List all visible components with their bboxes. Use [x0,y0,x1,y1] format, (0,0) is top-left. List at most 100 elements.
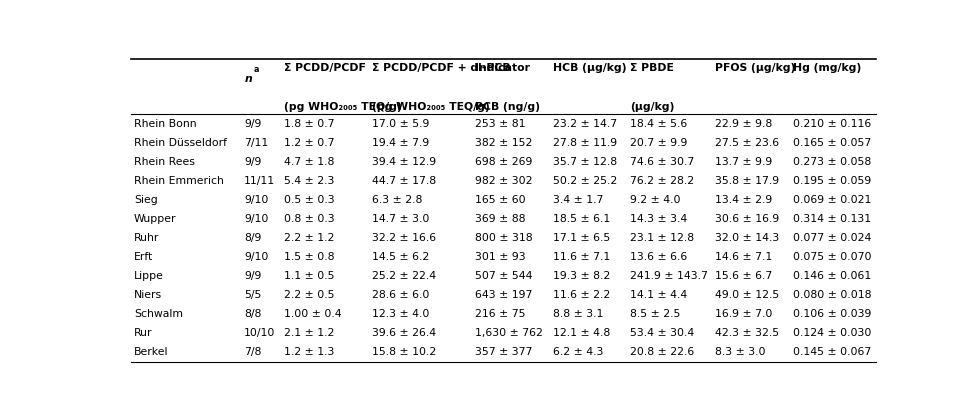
Text: 253 ± 81: 253 ± 81 [475,119,526,129]
Text: 1.8 ± 0.7: 1.8 ± 0.7 [285,119,335,129]
Text: 28.6 ± 6.0: 28.6 ± 6.0 [372,290,430,300]
Text: 8/9: 8/9 [244,233,261,243]
Text: Sieg: Sieg [134,195,158,205]
Text: 30.6 ± 16.9: 30.6 ± 16.9 [715,214,779,224]
Text: 0.077 ± 0.024: 0.077 ± 0.024 [793,233,871,243]
Text: 5/5: 5/5 [244,290,261,300]
Text: 39.4 ± 12.9: 39.4 ± 12.9 [372,157,437,167]
Text: 25.2 ± 22.4: 25.2 ± 22.4 [372,271,437,281]
Text: 369 ± 88: 369 ± 88 [475,214,526,224]
Text: Erft: Erft [134,252,153,262]
Text: Rur: Rur [134,328,152,338]
Text: 10/10: 10/10 [244,328,276,338]
Text: 74.6 ± 30.7: 74.6 ± 30.7 [630,157,694,167]
Text: 14.1 ± 4.4: 14.1 ± 4.4 [630,290,687,300]
Text: 1.1 ± 0.5: 1.1 ± 0.5 [285,271,335,281]
Text: 0.314 ± 0.131: 0.314 ± 0.131 [793,214,871,224]
Text: 44.7 ± 17.8: 44.7 ± 17.8 [372,176,437,186]
Text: 1.2 ± 1.3: 1.2 ± 1.3 [285,347,334,357]
Text: (μg/kg): (μg/kg) [630,102,675,112]
Text: 14.7 ± 3.0: 14.7 ± 3.0 [372,214,430,224]
Text: 0.145 ± 0.067: 0.145 ± 0.067 [793,347,871,357]
Text: 27.5 ± 23.6: 27.5 ± 23.6 [715,138,779,148]
Text: 1.2 ± 0.7: 1.2 ± 0.7 [285,138,335,148]
Text: a: a [254,65,259,74]
Text: 643 ± 197: 643 ± 197 [475,290,532,300]
Text: 23.1 ± 12.8: 23.1 ± 12.8 [630,233,694,243]
Text: 32.0 ± 14.3: 32.0 ± 14.3 [715,233,779,243]
Text: 382 ± 152: 382 ± 152 [475,138,532,148]
Text: 982 ± 302: 982 ± 302 [475,176,532,186]
Text: 12.1 ± 4.8: 12.1 ± 4.8 [553,328,610,338]
Text: Berkel: Berkel [134,347,169,357]
Text: 18.4 ± 5.6: 18.4 ± 5.6 [630,119,687,129]
Text: 13.4 ± 2.9: 13.4 ± 2.9 [715,195,772,205]
Text: 76.2 ± 28.2: 76.2 ± 28.2 [630,176,694,186]
Text: 8.3 ± 3.0: 8.3 ± 3.0 [715,347,765,357]
Text: 13.6 ± 6.6: 13.6 ± 6.6 [630,252,687,262]
Text: 0.165 ± 0.057: 0.165 ± 0.057 [793,138,871,148]
Text: 7/8: 7/8 [244,347,261,357]
Text: HCB (μg/kg): HCB (μg/kg) [553,63,626,73]
Text: 16.9 ± 7.0: 16.9 ± 7.0 [715,309,772,319]
Text: 20.8 ± 22.6: 20.8 ± 22.6 [630,347,694,357]
Text: 1.5 ± 0.8: 1.5 ± 0.8 [285,252,335,262]
Text: Ruhr: Ruhr [134,233,159,243]
Text: Rhein Bonn: Rhein Bonn [134,119,197,129]
Text: Hg (mg/kg): Hg (mg/kg) [793,63,861,73]
Text: 1.00 ± 0.4: 1.00 ± 0.4 [285,309,342,319]
Text: 20.7 ± 9.9: 20.7 ± 9.9 [630,138,687,148]
Text: 6.3 ± 2.8: 6.3 ± 2.8 [372,195,423,205]
Text: Niers: Niers [134,290,162,300]
Text: 0.210 ± 0.116: 0.210 ± 0.116 [793,119,871,129]
Text: 17.1 ± 6.5: 17.1 ± 6.5 [553,233,610,243]
Text: 0.5 ± 0.3: 0.5 ± 0.3 [285,195,335,205]
Text: Rhein Emmerich: Rhein Emmerich [134,176,224,186]
Text: 11.6 ± 2.2: 11.6 ± 2.2 [553,290,610,300]
Text: 49.0 ± 12.5: 49.0 ± 12.5 [715,290,779,300]
Text: Rhein Rees: Rhein Rees [134,157,195,167]
Text: 35.7 ± 12.8: 35.7 ± 12.8 [553,157,617,167]
Text: 23.2 ± 14.7: 23.2 ± 14.7 [553,119,617,129]
Text: 0.8 ± 0.3: 0.8 ± 0.3 [285,214,335,224]
Text: Σ PBDE: Σ PBDE [630,63,674,73]
Text: 17.0 ± 5.9: 17.0 ± 5.9 [372,119,430,129]
Text: 53.4 ± 30.4: 53.4 ± 30.4 [630,328,694,338]
Text: 0.146 ± 0.061: 0.146 ± 0.061 [793,271,871,281]
Text: 27.8 ± 11.9: 27.8 ± 11.9 [553,138,617,148]
Text: Indicator: Indicator [475,63,530,73]
Text: 19.4 ± 7.9: 19.4 ± 7.9 [372,138,430,148]
Text: 14.3 ± 3.4: 14.3 ± 3.4 [630,214,687,224]
Text: Lippe: Lippe [134,271,164,281]
Text: 18.5 ± 6.1: 18.5 ± 6.1 [553,214,610,224]
Text: 4.7 ± 1.8: 4.7 ± 1.8 [285,157,334,167]
Text: 35.8 ± 17.9: 35.8 ± 17.9 [715,176,779,186]
Text: 15.8 ± 10.2: 15.8 ± 10.2 [372,347,437,357]
Text: 32.2 ± 16.6: 32.2 ± 16.6 [372,233,437,243]
Text: 11.6 ± 7.1: 11.6 ± 7.1 [553,252,610,262]
Text: 2.2 ± 1.2: 2.2 ± 1.2 [285,233,334,243]
Text: 15.6 ± 6.7: 15.6 ± 6.7 [715,271,772,281]
Text: 9/10: 9/10 [244,214,268,224]
Text: 2.1 ± 1.2: 2.1 ± 1.2 [285,328,334,338]
Text: 14.5 ± 6.2: 14.5 ± 6.2 [372,252,430,262]
Text: 7/11: 7/11 [244,138,268,148]
Text: PFOS (μg/kg): PFOS (μg/kg) [715,63,796,73]
Text: 12.3 ± 4.0: 12.3 ± 4.0 [372,309,430,319]
Text: Σ PCDD/PCDF: Σ PCDD/PCDF [285,63,367,73]
Text: (pg WHO₂₀₀₅ TEQ/g): (pg WHO₂₀₀₅ TEQ/g) [285,102,403,112]
Text: 0.069 ± 0.021: 0.069 ± 0.021 [793,195,871,205]
Text: 800 ± 318: 800 ± 318 [475,233,532,243]
Text: 8.5 ± 2.5: 8.5 ± 2.5 [630,309,681,319]
Text: 9/10: 9/10 [244,252,268,262]
Text: 39.6 ± 26.4: 39.6 ± 26.4 [372,328,437,338]
Text: PCB (ng/g): PCB (ng/g) [475,102,540,112]
Text: 9/9: 9/9 [244,157,261,167]
Text: 2.2 ± 0.5: 2.2 ± 0.5 [285,290,335,300]
Text: 11/11: 11/11 [244,176,275,186]
Text: Wupper: Wupper [134,214,176,224]
Text: 13.7 ± 9.9: 13.7 ± 9.9 [715,157,772,167]
Text: 50.2 ± 25.2: 50.2 ± 25.2 [553,176,617,186]
Text: 5.4 ± 2.3: 5.4 ± 2.3 [285,176,334,186]
Text: 8/8: 8/8 [244,309,261,319]
